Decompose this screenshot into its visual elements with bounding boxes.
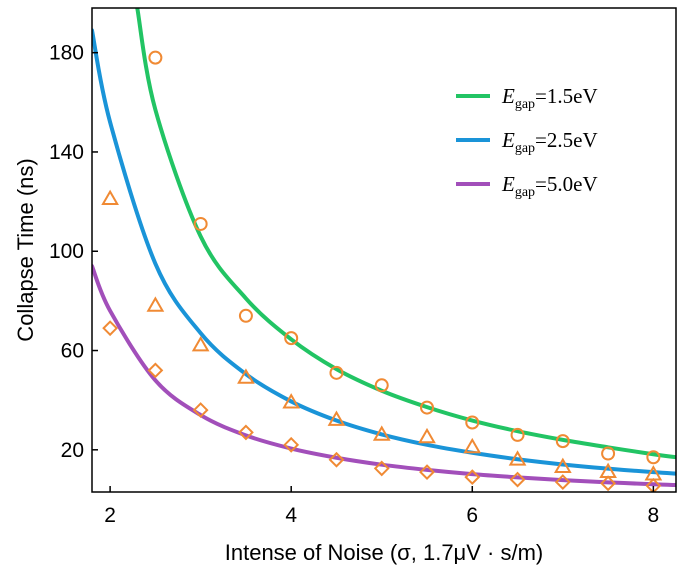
- legend-label: Egap=5.0eV: [501, 172, 598, 200]
- fit-curve-2: [92, 28, 676, 476]
- triangle-marker: [463, 437, 482, 454]
- triangle-marker: [553, 457, 572, 474]
- x-tick-label: 2: [104, 504, 116, 527]
- circle-marker: [601, 446, 616, 461]
- y-axis: 20 60 100 140 180: [49, 42, 98, 462]
- x-tick-label: 6: [466, 504, 478, 527]
- circle-marker: [465, 415, 480, 430]
- fit-curves: [92, 8, 676, 488]
- diamond-marker: [464, 469, 481, 486]
- triangle-marker: [146, 296, 165, 312]
- diamond-marker: [283, 436, 300, 453]
- y-tick-label: 100: [49, 240, 84, 263]
- legend: Egap=1.5eV Egap=2.5eV Egap=5.0eV: [456, 84, 598, 200]
- fit-curve-3: [92, 264, 676, 488]
- circle-marker: [420, 400, 435, 415]
- circle-marker: [374, 378, 389, 393]
- diamond-marker: [600, 475, 617, 492]
- diamond-marker: [509, 471, 526, 488]
- circle-marker: [284, 331, 299, 346]
- diamond-marker: [192, 402, 209, 419]
- diamond-marker: [238, 424, 254, 441]
- y-tick-label: 140: [49, 141, 84, 164]
- diamond-marker: [147, 362, 164, 379]
- x-tick-label: 8: [648, 504, 660, 527]
- triangle-marker: [101, 189, 119, 205]
- diamond-marker: [554, 474, 571, 490]
- y-tick-label: 60: [61, 340, 84, 363]
- fit-curve-1: [135, 8, 676, 460]
- legend-label: Egap=1.5eV: [501, 84, 598, 112]
- circle-marker: [646, 450, 661, 465]
- circle-marker: [148, 50, 163, 65]
- y-tick-label: 20: [61, 439, 84, 462]
- x-axis: 2 4 6 8: [104, 486, 659, 527]
- circle-marker: [555, 434, 570, 449]
- diamond-marker: [102, 320, 119, 337]
- circle-marker: [193, 216, 208, 231]
- y-tick-label: 180: [49, 42, 84, 65]
- triangle-marker: [418, 427, 436, 444]
- diamond-marker: [328, 451, 345, 468]
- diamond-marker: [373, 460, 390, 477]
- y-axis-title: Collapse Time (ns): [13, 158, 38, 341]
- triangle-marker: [191, 336, 210, 352]
- circle-marker: [329, 365, 344, 380]
- legend-label: Egap=2.5eV: [501, 128, 598, 156]
- triangle-marker: [508, 450, 527, 466]
- triangle-marker: [282, 393, 301, 409]
- x-axis-title: Intense of Noise (σ, 1.7μV · s/m): [225, 540, 543, 565]
- triangle-marker: [237, 368, 255, 384]
- diamond-marker: [419, 464, 435, 481]
- diamond-marker: [645, 477, 662, 492]
- triangle-marker: [327, 410, 346, 426]
- triangle-marker: [372, 425, 391, 441]
- circle-marker: [238, 308, 253, 323]
- circle-marker: [510, 427, 525, 442]
- data-markers: [101, 50, 663, 492]
- x-tick-label: 4: [285, 504, 297, 527]
- plot-frame: [91, 7, 677, 493]
